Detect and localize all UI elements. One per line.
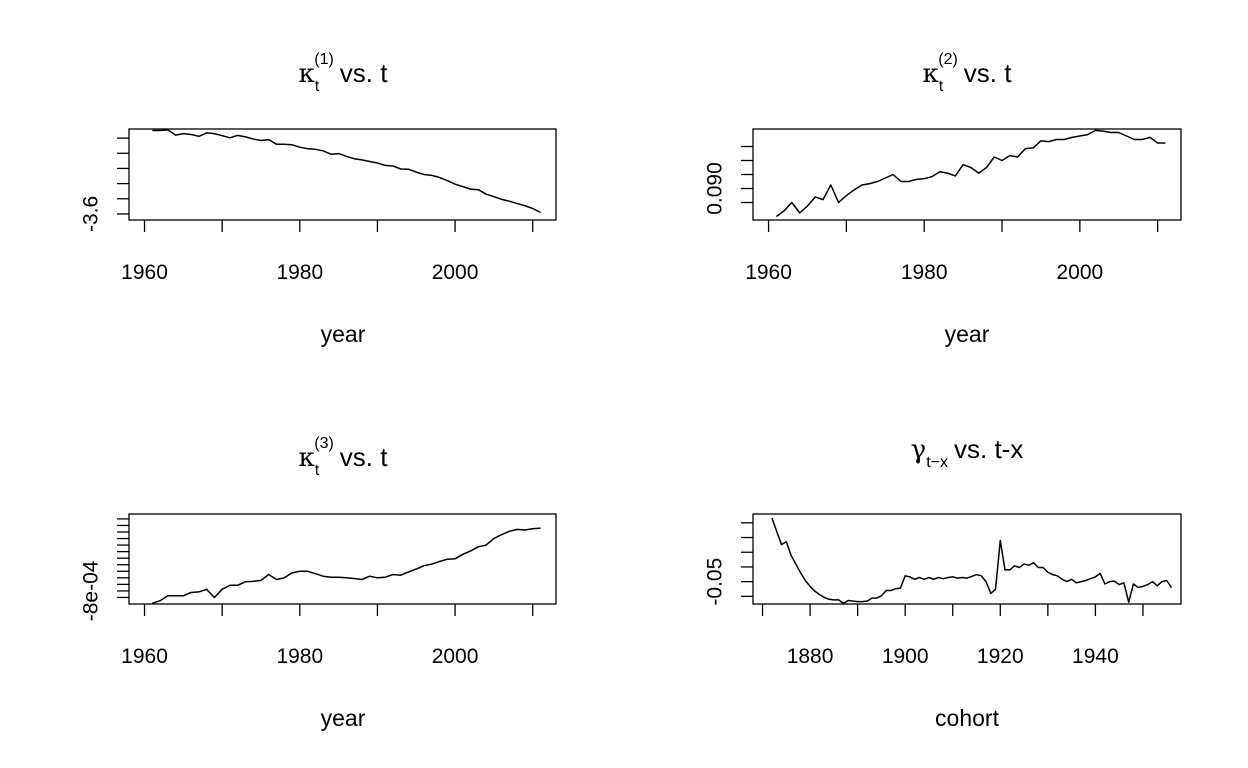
- x-tick-label: 1980: [276, 645, 323, 668]
- title-symbol: κ: [299, 443, 315, 473]
- title-subscript: t: [315, 462, 320, 479]
- x-axis-label: cohort: [935, 705, 1000, 731]
- title-text: vs. t: [340, 442, 388, 472]
- x-tick-label: 1880: [787, 645, 834, 668]
- title-symbol: γ: [911, 435, 927, 465]
- series-line: [771, 517, 1173, 605]
- x-tick-label: 1980: [276, 261, 323, 284]
- chart-title: κt (1) vs. t: [299, 51, 389, 95]
- title-text: vs. t: [964, 58, 1012, 88]
- title-superscript: (1): [314, 51, 334, 68]
- chart-panel-1: 1960 1980 2000 -3.6 year κt (1) vs. t: [80, 51, 557, 347]
- x-axis-label: year: [321, 321, 366, 347]
- series-line: [775, 129, 1166, 218]
- chart-panel-4: 1880 1900 1920 1940 -0.05 cohort γt−x vs. t-x: [704, 434, 1182, 731]
- x-tick-label: 2000: [1056, 261, 1103, 284]
- chart-title: κt (2) vs. t: [923, 51, 1013, 95]
- x-tick-label: 1960: [745, 261, 792, 284]
- x-tick-label: 2000: [432, 645, 479, 668]
- title-symbol: κ: [923, 59, 939, 89]
- title-superscript: (3): [314, 435, 334, 452]
- y-tick-label: -0.05: [704, 558, 727, 606]
- x-tick-label: 1900: [882, 645, 929, 668]
- plot-frame: [128, 513, 557, 605]
- x-axis-label: year: [321, 705, 366, 731]
- title-subscript: t−x: [926, 454, 948, 471]
- title-text: vs. t: [340, 58, 388, 88]
- series-line: [152, 527, 541, 605]
- plot-frame: [128, 128, 557, 221]
- title-subscript: t: [315, 78, 320, 95]
- series-line: [152, 129, 541, 214]
- chart-panel-3: 1960 1980 2000 -8e-04 year κt (3) vs. t: [80, 435, 557, 731]
- plot-frame: [752, 513, 1182, 605]
- x-tick-label: 1920: [977, 645, 1024, 668]
- plot-frame: [752, 128, 1182, 221]
- x-tick-label: 1980: [901, 261, 948, 284]
- chart-title: γt−x vs. t-x: [911, 434, 1024, 471]
- y-tick-label: -8e-04: [80, 560, 103, 621]
- x-tick-label: 1940: [1072, 645, 1119, 668]
- y-tick-label: 0.090: [704, 162, 727, 215]
- x-tick-label: 1960: [121, 261, 168, 284]
- chart-panel-2: 1960 1980 2000 0.090 year κt (2) vs. t: [704, 51, 1182, 347]
- title-subscript: t: [939, 78, 944, 95]
- title-symbol: κ: [299, 59, 315, 89]
- x-tick-label: 1960: [121, 645, 168, 668]
- x-tick-label: 2000: [432, 261, 479, 284]
- title-text: vs. t-x: [954, 434, 1023, 464]
- chart-title: κt (3) vs. t: [299, 435, 389, 479]
- y-tick-label: -3.6: [80, 196, 103, 232]
- x-axis-label: year: [945, 321, 990, 347]
- title-superscript: (2): [938, 51, 958, 68]
